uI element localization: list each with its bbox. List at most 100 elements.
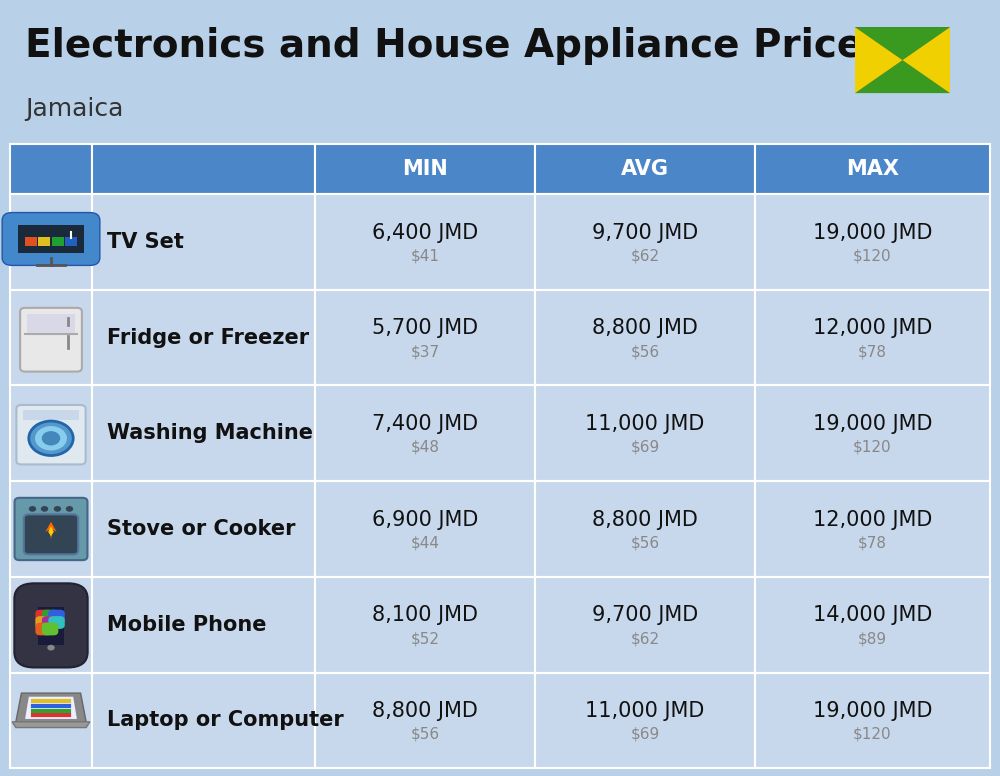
FancyBboxPatch shape bbox=[24, 514, 78, 554]
Text: 8,100 JMD: 8,100 JMD bbox=[372, 605, 478, 625]
Circle shape bbox=[41, 506, 48, 511]
FancyBboxPatch shape bbox=[92, 673, 315, 768]
FancyBboxPatch shape bbox=[23, 411, 79, 421]
FancyBboxPatch shape bbox=[755, 481, 990, 577]
FancyBboxPatch shape bbox=[755, 577, 990, 673]
FancyBboxPatch shape bbox=[48, 616, 65, 629]
FancyBboxPatch shape bbox=[38, 237, 50, 246]
Text: 19,000 JMD: 19,000 JMD bbox=[813, 223, 932, 243]
FancyBboxPatch shape bbox=[755, 386, 990, 481]
Text: 12,000 JMD: 12,000 JMD bbox=[813, 318, 932, 338]
Text: Laptop or Computer: Laptop or Computer bbox=[107, 710, 344, 730]
Text: 19,000 JMD: 19,000 JMD bbox=[813, 701, 932, 721]
FancyBboxPatch shape bbox=[535, 673, 755, 768]
Circle shape bbox=[42, 431, 60, 445]
Text: 5,700 JMD: 5,700 JMD bbox=[372, 318, 478, 338]
Circle shape bbox=[54, 506, 61, 511]
FancyBboxPatch shape bbox=[755, 673, 990, 768]
FancyBboxPatch shape bbox=[18, 224, 84, 253]
Text: 12,000 JMD: 12,000 JMD bbox=[813, 510, 932, 530]
Text: $120: $120 bbox=[853, 727, 892, 742]
Text: $89: $89 bbox=[858, 631, 887, 646]
FancyBboxPatch shape bbox=[855, 27, 950, 93]
Text: $69: $69 bbox=[630, 727, 660, 742]
Text: 9,700 JMD: 9,700 JMD bbox=[592, 605, 698, 625]
FancyBboxPatch shape bbox=[10, 194, 92, 289]
Circle shape bbox=[47, 645, 55, 650]
Polygon shape bbox=[45, 521, 57, 539]
Text: 11,000 JMD: 11,000 JMD bbox=[585, 414, 705, 434]
Polygon shape bbox=[855, 27, 902, 93]
FancyBboxPatch shape bbox=[315, 289, 535, 386]
FancyBboxPatch shape bbox=[35, 622, 52, 636]
Text: 6,400 JMD: 6,400 JMD bbox=[372, 223, 478, 243]
FancyBboxPatch shape bbox=[315, 386, 535, 481]
FancyBboxPatch shape bbox=[10, 144, 92, 194]
FancyBboxPatch shape bbox=[65, 237, 77, 246]
Text: 6,900 JMD: 6,900 JMD bbox=[372, 510, 478, 530]
Text: 9,700 JMD: 9,700 JMD bbox=[592, 223, 698, 243]
Text: 14,000 JMD: 14,000 JMD bbox=[813, 605, 932, 625]
Text: AVG: AVG bbox=[621, 159, 669, 178]
Circle shape bbox=[66, 506, 73, 511]
FancyBboxPatch shape bbox=[25, 237, 37, 246]
Polygon shape bbox=[12, 722, 90, 728]
Text: $48: $48 bbox=[411, 440, 440, 455]
FancyBboxPatch shape bbox=[14, 584, 88, 667]
Text: MIN: MIN bbox=[402, 159, 448, 178]
FancyBboxPatch shape bbox=[35, 610, 52, 622]
FancyBboxPatch shape bbox=[315, 481, 535, 577]
FancyBboxPatch shape bbox=[42, 610, 58, 622]
Circle shape bbox=[34, 425, 68, 451]
FancyBboxPatch shape bbox=[92, 144, 315, 194]
FancyBboxPatch shape bbox=[10, 386, 92, 481]
Text: $52: $52 bbox=[411, 631, 440, 646]
Text: 11,000 JMD: 11,000 JMD bbox=[585, 701, 705, 721]
Text: $37: $37 bbox=[410, 344, 440, 359]
Text: 8,800 JMD: 8,800 JMD bbox=[372, 701, 478, 721]
FancyBboxPatch shape bbox=[535, 194, 755, 289]
Text: 7,400 JMD: 7,400 JMD bbox=[372, 414, 478, 434]
Circle shape bbox=[29, 421, 73, 456]
FancyBboxPatch shape bbox=[315, 673, 535, 768]
Text: $41: $41 bbox=[411, 248, 440, 263]
Text: $62: $62 bbox=[630, 631, 660, 646]
Text: Fridge or Freezer: Fridge or Freezer bbox=[107, 327, 309, 348]
Polygon shape bbox=[855, 61, 950, 93]
Text: 8,800 JMD: 8,800 JMD bbox=[592, 318, 698, 338]
Text: Electronics and House Appliance Prices: Electronics and House Appliance Prices bbox=[25, 27, 886, 65]
FancyBboxPatch shape bbox=[755, 144, 990, 194]
FancyBboxPatch shape bbox=[42, 622, 58, 636]
Polygon shape bbox=[855, 27, 950, 61]
Circle shape bbox=[29, 506, 36, 511]
FancyBboxPatch shape bbox=[755, 289, 990, 386]
Text: $120: $120 bbox=[853, 248, 892, 263]
FancyBboxPatch shape bbox=[315, 577, 535, 673]
FancyBboxPatch shape bbox=[52, 237, 64, 246]
FancyBboxPatch shape bbox=[92, 289, 315, 386]
Text: $56: $56 bbox=[630, 535, 660, 550]
FancyBboxPatch shape bbox=[315, 144, 535, 194]
FancyBboxPatch shape bbox=[35, 616, 52, 629]
Text: MAX: MAX bbox=[846, 159, 899, 178]
Text: Washing Machine: Washing Machine bbox=[107, 423, 313, 443]
FancyBboxPatch shape bbox=[755, 194, 990, 289]
FancyBboxPatch shape bbox=[20, 308, 82, 372]
FancyBboxPatch shape bbox=[92, 481, 315, 577]
FancyBboxPatch shape bbox=[315, 194, 535, 289]
Text: $69: $69 bbox=[630, 440, 660, 455]
Text: $56: $56 bbox=[630, 344, 660, 359]
Text: $120: $120 bbox=[853, 440, 892, 455]
Text: $78: $78 bbox=[858, 344, 887, 359]
Text: 8,800 JMD: 8,800 JMD bbox=[592, 510, 698, 530]
Text: Jamaica: Jamaica bbox=[25, 97, 123, 121]
Text: TV Set: TV Set bbox=[107, 232, 184, 252]
Text: $56: $56 bbox=[410, 727, 440, 742]
FancyBboxPatch shape bbox=[10, 481, 92, 577]
FancyBboxPatch shape bbox=[92, 577, 315, 673]
FancyBboxPatch shape bbox=[535, 144, 755, 194]
Text: Mobile Phone: Mobile Phone bbox=[107, 615, 266, 635]
Polygon shape bbox=[16, 693, 86, 722]
FancyBboxPatch shape bbox=[15, 498, 87, 560]
FancyBboxPatch shape bbox=[48, 610, 65, 622]
